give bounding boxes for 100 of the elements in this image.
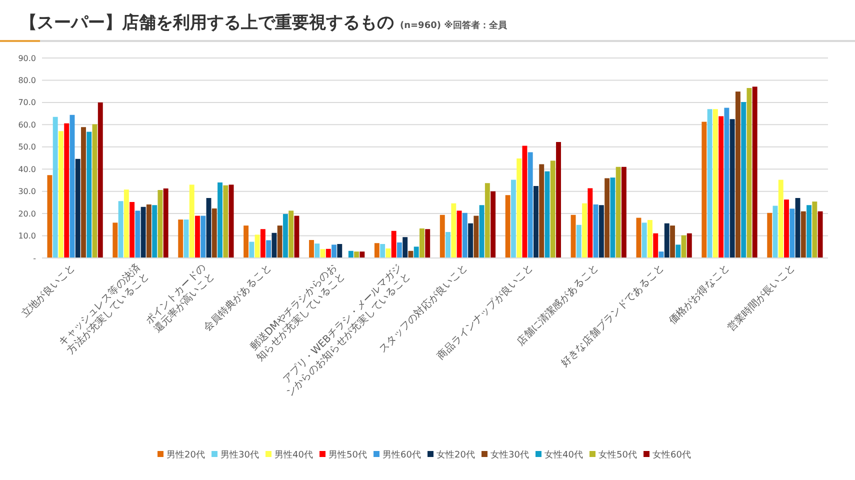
bar (86, 132, 92, 258)
bar (474, 216, 479, 258)
bar (396, 242, 402, 258)
bar (414, 246, 419, 258)
bar (451, 203, 456, 258)
bar (795, 198, 800, 258)
bar (158, 190, 163, 258)
bar (118, 201, 124, 258)
bar (130, 202, 135, 258)
bar (718, 116, 724, 258)
y-tick-label: 20.0 (18, 209, 36, 218)
legend-label: 男性50代 (328, 450, 367, 461)
bar (408, 250, 414, 258)
bar (75, 158, 80, 258)
bar (391, 230, 396, 258)
bar (522, 146, 528, 258)
bar (195, 216, 200, 258)
bar (47, 175, 52, 258)
bar (163, 188, 168, 258)
bar (800, 211, 806, 258)
bar (610, 178, 616, 258)
legend-label: 女性50代 (598, 450, 637, 461)
bar (98, 102, 103, 258)
bar (124, 190, 129, 258)
bar (140, 206, 146, 258)
bar (539, 164, 544, 258)
bar (189, 184, 194, 258)
bar (702, 122, 707, 258)
bar (64, 123, 70, 258)
bar (332, 244, 336, 258)
bar (570, 214, 576, 258)
bar (326, 248, 331, 258)
bar (152, 205, 158, 258)
legend-label: 女性20代 (436, 450, 475, 461)
bar (402, 237, 408, 258)
bar (664, 223, 670, 258)
bar (778, 180, 784, 258)
legend-label: 男性20代 (166, 450, 205, 461)
bar (52, 116, 58, 258)
y-tick-label: 70.0 (18, 98, 36, 108)
legend-label: 女性30代 (490, 450, 529, 461)
bar (593, 204, 598, 258)
bar (505, 195, 510, 258)
bar (528, 152, 533, 258)
bar (420, 228, 424, 258)
bar (648, 220, 652, 258)
bar (309, 240, 314, 258)
bar (636, 218, 642, 258)
y-tick-label: 60.0 (18, 120, 36, 130)
bar (184, 220, 189, 258)
bar (812, 202, 818, 258)
bar (484, 183, 490, 258)
bar (446, 232, 450, 258)
bar (468, 223, 474, 258)
bar (282, 214, 288, 258)
bar (249, 242, 254, 258)
bar (806, 205, 812, 258)
bar (218, 182, 222, 258)
bar (348, 250, 354, 258)
bar (92, 124, 98, 258)
bar (707, 109, 712, 258)
chart-title: 【スーパー】店舗を利用する上で重要視するもの (20, 13, 394, 33)
bar (588, 188, 593, 258)
y-tick-label: 90.0 (18, 54, 36, 63)
bar (712, 109, 718, 258)
bar (178, 220, 184, 258)
bar (550, 160, 556, 258)
bar (223, 185, 228, 258)
bar (534, 186, 538, 258)
y-tick-label: 80.0 (18, 76, 36, 86)
bar (772, 206, 778, 258)
bar (58, 131, 64, 258)
bar (462, 212, 468, 258)
y-tick-label: 30.0 (18, 187, 36, 196)
bar (784, 200, 789, 258)
y-tick-label: 40.0 (18, 164, 36, 174)
bar (598, 205, 604, 258)
bar (146, 204, 152, 258)
bar (616, 166, 621, 258)
bar (135, 210, 140, 258)
bar (228, 184, 234, 258)
bar (670, 226, 675, 258)
legend-label: 男性40代 (274, 450, 313, 461)
bar (741, 102, 746, 258)
bar (425, 229, 430, 258)
legend-label: 女性40代 (544, 450, 583, 461)
legend-label: 女性60代 (652, 450, 691, 461)
bar (112, 222, 118, 258)
bar (288, 210, 294, 258)
bar (70, 114, 75, 258)
bar (752, 86, 758, 258)
bar (730, 119, 735, 258)
bar (374, 243, 380, 258)
legend-label: 男性30代 (220, 450, 259, 461)
bar (735, 92, 740, 258)
bar (686, 233, 692, 258)
bar (790, 208, 795, 258)
bar (266, 240, 272, 258)
bar (556, 142, 561, 258)
bar (360, 252, 365, 258)
